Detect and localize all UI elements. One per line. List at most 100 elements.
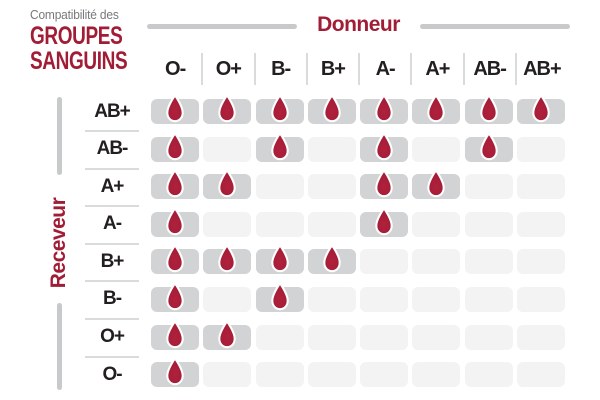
title-main: GROUPES SANGUINS bbox=[30, 22, 128, 74]
cell-O--from-A- bbox=[358, 362, 410, 400]
incompatible-pill bbox=[516, 174, 565, 200]
incompatible-pill bbox=[412, 324, 461, 350]
incompatible-pill bbox=[412, 286, 461, 312]
receiver-label-A+: A+ bbox=[100, 175, 125, 197]
blood-drop-icon bbox=[166, 131, 184, 160]
cell-B+-from-AB+ bbox=[515, 249, 567, 287]
incompatible-pill bbox=[464, 362, 513, 388]
blood-drop-icon bbox=[218, 169, 237, 198]
cell-B--from-B+ bbox=[306, 286, 358, 325]
incompatible-pill bbox=[516, 324, 565, 350]
blood-drop-icon bbox=[166, 244, 184, 273]
matrix-row-B+ bbox=[149, 244, 567, 287]
blood-drop-icon bbox=[270, 131, 289, 160]
blood-drop-icon bbox=[166, 319, 184, 348]
incompatible-pill bbox=[516, 136, 565, 162]
incompatible-pill bbox=[464, 286, 513, 312]
row-label-divider bbox=[85, 317, 139, 320]
cell-O+-from-AB- bbox=[463, 324, 515, 363]
donor-column-headers: O- O+ B- B+ A- A+ AB- AB+ bbox=[149, 53, 567, 85]
row-label-divider bbox=[85, 205, 139, 208]
donor-header-AB+: AB+ bbox=[514, 53, 567, 85]
incompatible-pill bbox=[464, 249, 513, 275]
donor-header-AB-: AB- bbox=[462, 53, 515, 85]
cell-A--from-O- bbox=[149, 207, 201, 250]
matrix-row-AB+ bbox=[149, 94, 567, 137]
incompatible-pill bbox=[516, 362, 565, 388]
donor-axis-line-right bbox=[420, 24, 570, 29]
cell-O+-from-B- bbox=[254, 324, 306, 363]
cell-A+-from-AB+ bbox=[515, 174, 567, 212]
incompatible-pill bbox=[307, 324, 356, 350]
cell-B--from-A- bbox=[358, 286, 410, 325]
cell-O--from-AB+ bbox=[515, 362, 567, 400]
blood-drop-icon bbox=[166, 94, 184, 123]
donor-header-O+: O+ bbox=[201, 53, 253, 85]
incompatible-pill bbox=[203, 211, 252, 237]
cell-AB+-from-AB+ bbox=[515, 94, 567, 137]
cell-A--from-AB+ bbox=[515, 211, 567, 250]
cell-AB--from-B- bbox=[254, 131, 306, 175]
receiver-axis-line-bottom bbox=[57, 303, 62, 390]
receiver-row-A-: A- bbox=[84, 212, 140, 250]
cell-A+-from-B+ bbox=[306, 174, 358, 212]
blood-drop-icon bbox=[166, 207, 184, 235]
blood-drop-icon bbox=[532, 94, 550, 123]
incompatible-pill bbox=[255, 324, 304, 350]
cell-A--from-B- bbox=[254, 211, 306, 250]
receiver-label-B+: B+ bbox=[100, 250, 125, 272]
matrix-row-B- bbox=[149, 282, 567, 325]
cell-AB--from-O+ bbox=[201, 136, 253, 175]
receiver-row-O+: O+ bbox=[84, 325, 140, 363]
cell-O+-from-A+ bbox=[410, 324, 462, 363]
blood-drop-icon bbox=[427, 94, 446, 123]
title-line-1: GROUPES bbox=[30, 22, 123, 50]
blood-drop-icon bbox=[375, 207, 393, 235]
donor-header-A-: A- bbox=[358, 53, 410, 85]
incompatible-pill bbox=[203, 286, 252, 312]
matrix-row-O- bbox=[149, 357, 567, 400]
cell-A--from-AB- bbox=[463, 211, 515, 250]
cell-B+-from-O- bbox=[149, 244, 201, 287]
cell-B--from-AB- bbox=[463, 286, 515, 325]
cell-AB--from-O- bbox=[149, 131, 201, 175]
matrix-row-A- bbox=[149, 207, 567, 250]
cell-AB--from-A- bbox=[358, 131, 410, 175]
row-label-divider bbox=[85, 355, 139, 358]
incompatible-pill bbox=[516, 249, 565, 275]
matrix-row-AB- bbox=[149, 131, 567, 175]
donor-axis-title: Donneur bbox=[317, 13, 400, 36]
receiver-label-B-: B- bbox=[102, 288, 122, 310]
incompatible-pill bbox=[255, 211, 304, 237]
donor-header-B-: B- bbox=[253, 53, 306, 85]
matrix-row-O+ bbox=[149, 319, 567, 363]
cell-AB+-from-O+ bbox=[201, 94, 253, 137]
blood-drop-icon bbox=[270, 282, 289, 311]
incompatible-pill bbox=[307, 136, 356, 162]
cell-AB+-from-A- bbox=[358, 94, 410, 137]
incompatible-pill bbox=[412, 362, 461, 388]
incompatible-pill bbox=[255, 174, 304, 200]
incompatible-pill bbox=[360, 362, 408, 388]
cell-O--from-B+ bbox=[306, 362, 358, 400]
cell-B+-from-AB- bbox=[463, 249, 515, 287]
receiver-label-AB+: AB+ bbox=[94, 100, 131, 122]
cell-B+-from-O+ bbox=[201, 244, 253, 287]
cell-B--from-A+ bbox=[410, 286, 462, 325]
donor-axis-line-left bbox=[147, 24, 297, 29]
cell-B+-from-A- bbox=[358, 249, 410, 287]
blood-drop-icon bbox=[218, 244, 237, 273]
cell-O+-from-B+ bbox=[306, 324, 358, 363]
blood-drop-icon bbox=[166, 282, 184, 311]
cell-B+-from-B- bbox=[254, 244, 306, 287]
receiver-label-A-: A- bbox=[102, 213, 122, 235]
blood-drop-icon bbox=[375, 131, 393, 160]
row-label-divider bbox=[85, 167, 139, 170]
cell-AB+-from-B+ bbox=[306, 94, 358, 137]
receiver-label-O+: O+ bbox=[100, 326, 125, 348]
incompatible-pill bbox=[464, 174, 513, 200]
donor-header-B+: B+ bbox=[305, 53, 358, 85]
incompatible-pill bbox=[360, 249, 408, 275]
page-title: Compatibilité des GROUPES SANGUINS bbox=[30, 7, 158, 74]
blood-drop-icon bbox=[270, 244, 289, 273]
